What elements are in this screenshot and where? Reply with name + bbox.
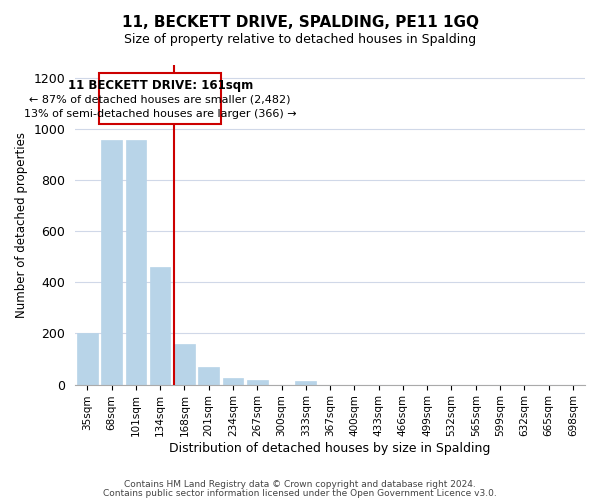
Text: 13% of semi-detached houses are larger (366) →: 13% of semi-detached houses are larger (…	[24, 108, 296, 118]
Bar	[101, 140, 122, 384]
X-axis label: Distribution of detached houses by size in Spalding: Distribution of detached houses by size …	[169, 442, 491, 455]
Text: 11, BECKETT DRIVE, SPALDING, PE11 1GQ: 11, BECKETT DRIVE, SPALDING, PE11 1GQ	[121, 15, 479, 30]
Y-axis label: Number of detached properties: Number of detached properties	[15, 132, 28, 318]
Bar	[150, 267, 170, 384]
Bar	[199, 366, 219, 384]
FancyBboxPatch shape	[100, 72, 221, 124]
Text: ← 87% of detached houses are smaller (2,482): ← 87% of detached houses are smaller (2,…	[29, 94, 291, 104]
Bar	[125, 140, 146, 384]
Text: Contains public sector information licensed under the Open Government Licence v3: Contains public sector information licen…	[103, 488, 497, 498]
Bar	[223, 378, 243, 384]
Bar	[174, 344, 195, 384]
Text: 11 BECKETT DRIVE: 161sqm: 11 BECKETT DRIVE: 161sqm	[68, 79, 253, 92]
Text: Size of property relative to detached houses in Spalding: Size of property relative to detached ho…	[124, 32, 476, 46]
Bar	[77, 334, 98, 384]
Text: Contains HM Land Registry data © Crown copyright and database right 2024.: Contains HM Land Registry data © Crown c…	[124, 480, 476, 489]
Bar	[247, 380, 268, 384]
Bar	[295, 382, 316, 384]
